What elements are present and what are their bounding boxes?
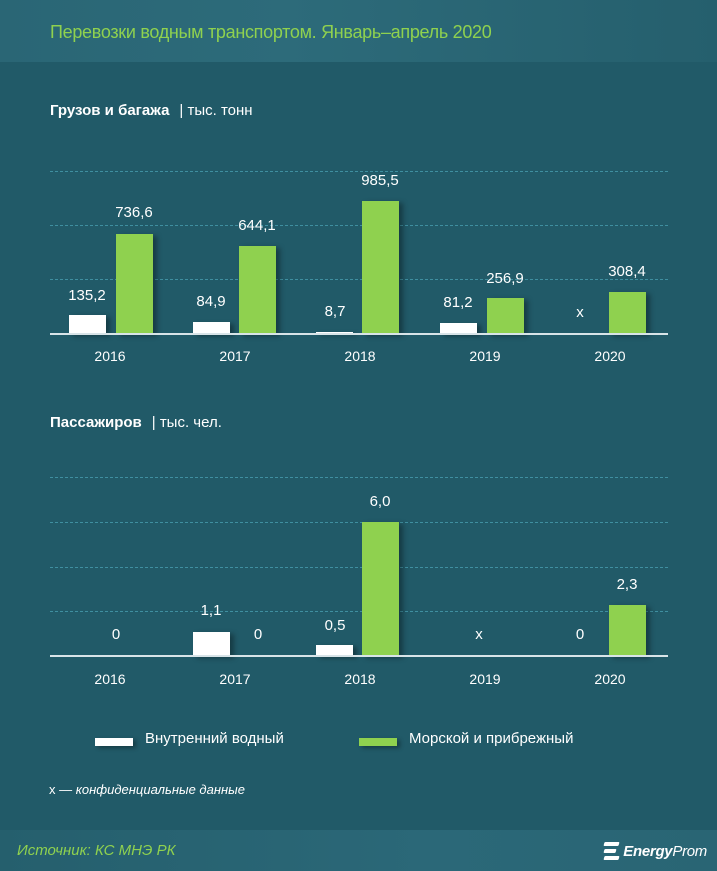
cargo-year-2020: 2020: [594, 348, 626, 364]
cargo-label-sea-2017: 644,1: [238, 217, 276, 234]
passengers-bar-inland-2018: [316, 645, 353, 656]
passengers-year-2020: 2020: [594, 671, 626, 687]
cargo-year-2017: 2017: [219, 348, 251, 364]
passengers-bar-sea-2018: [362, 522, 399, 656]
cargo-bar-sea-2016: [116, 234, 153, 334]
legend-label-inland: Внутренний водный: [145, 730, 284, 747]
passengers-label-inland-2017: 1,1: [200, 602, 222, 619]
cargo-bar-sea-2020: [609, 292, 646, 334]
cargo-label-inland-2017: 84,9: [196, 293, 226, 310]
energyprom-logo: EnergyProm: [603, 839, 707, 863]
gridline: [50, 567, 668, 568]
passengers-chart-title: Пассажиров | тыс. чел.: [50, 414, 222, 431]
legend-label-sea: Морской и прибрежный: [409, 730, 574, 747]
cargo-bar-inland-2017: [193, 322, 230, 334]
cargo-year-2018: 2018: [344, 348, 376, 364]
passengers-year-2018: 2018: [344, 671, 376, 687]
passengers-title: Пассажиров: [50, 414, 142, 431]
source-text: Источник: КС МНЭ РК: [17, 842, 176, 859]
cargo-label-sea-2020: 308,4: [608, 263, 646, 280]
cargo-label-inland-2018: 8,7: [324, 303, 346, 320]
cargo-bar-inland-2019: [440, 323, 477, 334]
passengers-label-sea-2018: 6,0: [369, 493, 391, 510]
logo-stripes-icon: [603, 841, 620, 861]
passengers-label-inland-2016: 0: [111, 626, 121, 643]
footnote-symbol: x —: [49, 782, 73, 797]
gridline: [50, 225, 668, 226]
cargo-bar-sea-2018: [362, 201, 399, 334]
page-title: Перевозки водным транспортом. Январь–апр…: [50, 22, 492, 42]
cargo-label-inland-2016: 135,2: [68, 287, 106, 304]
cargo-unit: | тыс. тонн: [179, 102, 253, 119]
passengers-year-2019: 2019: [469, 671, 501, 687]
footnote-text: конфиденциальные данные: [75, 782, 245, 797]
passengers-year-2016: 2016: [94, 671, 126, 687]
passengers-bar-sea-2020: [609, 605, 646, 656]
gridline: [50, 171, 668, 172]
footnote: x — конфиденциальные данные: [49, 782, 245, 797]
passengers-unit: | тыс. чел.: [151, 414, 222, 431]
passengers-year-2017: 2017: [219, 671, 251, 687]
x-axis: [50, 333, 668, 335]
cargo-year-2016: 2016: [94, 348, 126, 364]
header-band: Перевозки водным транспортом. Январь–апр…: [0, 0, 717, 62]
footer-band: Источник: КС МНЭ РК EnergyProm: [0, 830, 717, 871]
passengers-bar-inland-2017: [193, 632, 230, 656]
passengers-label-inland-2020: 0: [575, 626, 585, 643]
cargo-label-inland-2019: 81,2: [443, 294, 473, 311]
cargo-year-2019: 2019: [469, 348, 501, 364]
cargo-bar-inland-2016: [69, 315, 106, 334]
cargo-chart-title: Грузов и багажа | тыс. тонн: [50, 102, 253, 119]
legend-swatch-inland: [95, 738, 133, 746]
legend-swatch-sea: [359, 738, 397, 746]
cargo-label-inland-2020: x: [576, 304, 584, 321]
cargo-label-sea-2018: 985,5: [361, 172, 399, 189]
passengers-label-2019: x: [475, 626, 483, 643]
cargo-bar-sea-2017: [239, 246, 276, 334]
passengers-label-sea-2020: 2,3: [616, 576, 638, 593]
legend: Внутренний водный Морской и прибрежный: [0, 728, 717, 752]
gridline: [50, 522, 668, 523]
cargo-label-sea-2016: 736,6: [115, 204, 153, 221]
gridline: [50, 611, 668, 612]
passengers-label-inland-2018: 0,5: [324, 617, 346, 634]
cargo-bar-sea-2019: [487, 298, 524, 334]
logo-text: EnergyProm: [623, 842, 707, 860]
passengers-label-sea-2017: 0: [253, 626, 263, 643]
cargo-label-sea-2019: 256,9: [486, 270, 524, 287]
gridline: [50, 477, 668, 478]
cargo-title: Грузов и багажа: [50, 102, 170, 119]
gridline: [50, 279, 668, 280]
x-axis: [50, 655, 668, 657]
